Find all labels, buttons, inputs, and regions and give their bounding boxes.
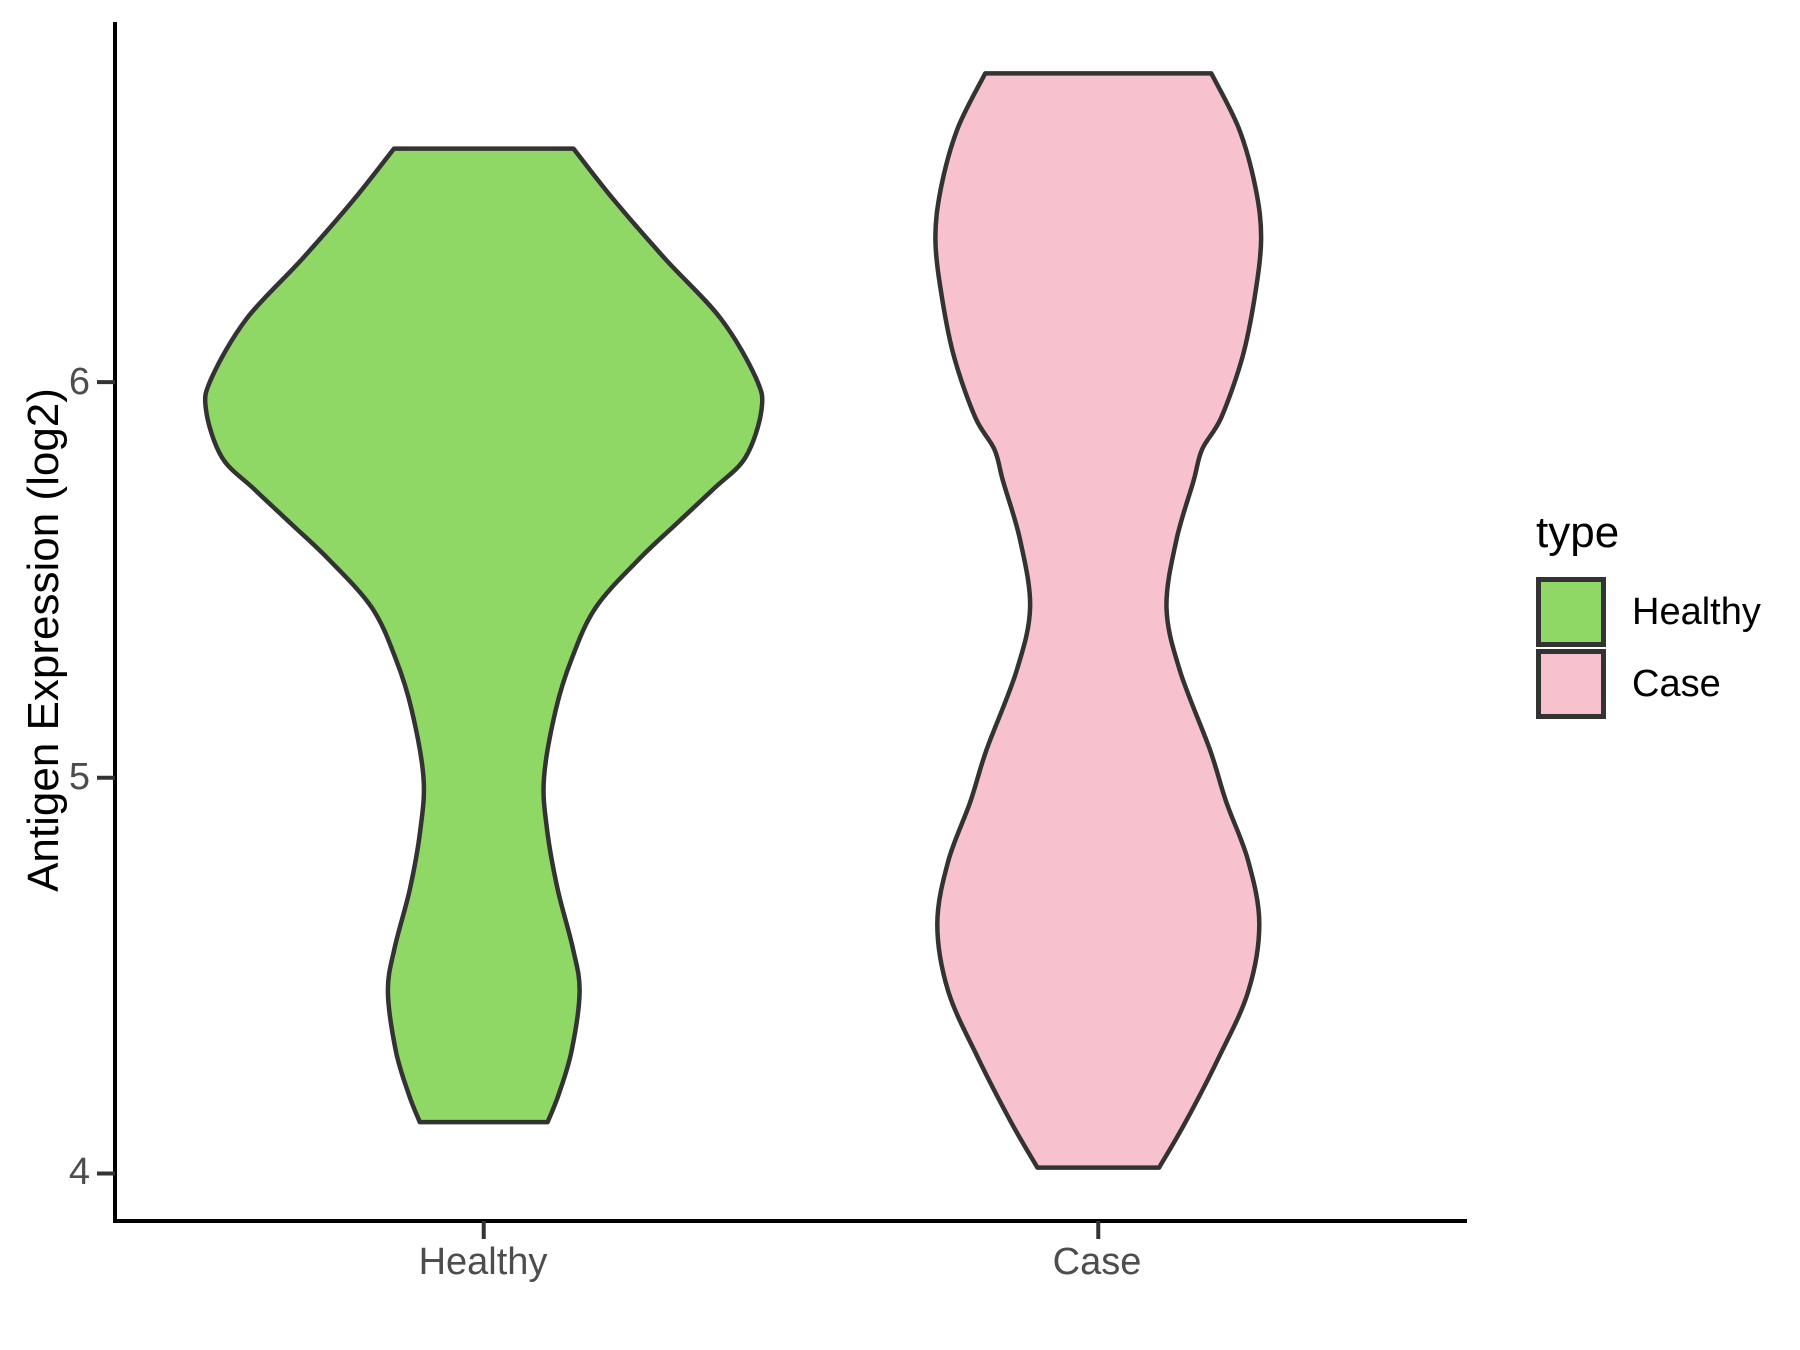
violin-case	[933, 71, 1264, 1170]
legend-entry-case: Case	[1536, 648, 1761, 720]
legend-entry-healthy: Healthy	[1536, 576, 1761, 648]
y-tick-label-6: 6	[68, 361, 90, 403]
y-axis-title: Antigen Expression (log2)	[19, 388, 68, 892]
legend-label-healthy: Healthy	[1632, 590, 1761, 633]
y-tick-label-4: 4	[68, 1151, 90, 1193]
x-tick-label-case: Case	[1052, 1241, 1142, 1283]
y-tick-label-5: 5	[68, 756, 90, 798]
x-tick-label-healthy: Healthy	[418, 1241, 548, 1283]
violin-healthy	[202, 146, 765, 1125]
legend: type Healthy Case	[1536, 508, 1761, 720]
legend-title: type	[1536, 508, 1620, 557]
legend-label-case: Case	[1632, 662, 1721, 705]
legend-key-healthy-swatch	[1536, 577, 1606, 647]
legend-key-case-swatch	[1536, 649, 1606, 719]
